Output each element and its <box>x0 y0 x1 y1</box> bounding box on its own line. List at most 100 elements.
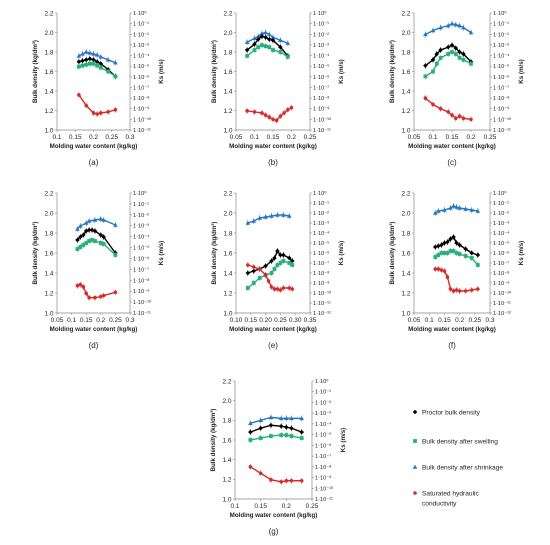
proctor-point <box>263 35 268 40</box>
ks-point <box>84 291 88 296</box>
proctor-point <box>449 42 455 48</box>
proctor-point <box>263 263 268 269</box>
ks-point <box>286 107 290 112</box>
swelling-point <box>438 55 443 60</box>
legend-label: Saturated hydraulic <box>422 490 480 497</box>
swelling-point <box>263 44 268 49</box>
ks-point <box>246 263 250 267</box>
y-tick-label: 1.0 <box>222 496 231 503</box>
shrinkage-point <box>299 415 305 421</box>
ks-tick-label: 1·10⁻² <box>493 211 509 217</box>
ks-tick-label: 1·10⁻¹¹ <box>315 497 333 503</box>
y-tick-label: 2.2 <box>44 190 53 197</box>
y-tick-label: 1.8 <box>223 230 232 237</box>
ks-tick-label: 1·10⁻⁸ <box>493 95 510 102</box>
ks-tick-label: 1·10⁻⁶ <box>313 250 329 257</box>
ks-point <box>99 111 103 115</box>
chart-panel-5: 1.0 1.2 1.4 1.6 1.8 2.0 2.2 1·10⁰ 1·10⁻¹ 1·10⁻² 1·… <box>211 190 345 350</box>
ks-tick-label: 1·10⁰ <box>313 190 327 197</box>
ks-tick-label: 1·10⁻⁵ <box>313 240 329 247</box>
ks-tick-label: 1·10⁻⁶ <box>313 74 329 81</box>
swelling-point <box>269 434 273 438</box>
ks-axis-label: Ks (m/s) <box>338 59 345 83</box>
ks-tick-label: 1·10⁻² <box>133 213 149 219</box>
proctor-point <box>255 37 261 42</box>
ks-point <box>278 114 283 118</box>
shrinkage-point <box>457 205 462 210</box>
swelling-point <box>475 263 480 267</box>
ks-tick-label: 1·10⁻¹ <box>313 201 329 207</box>
proctor-point <box>268 422 274 428</box>
x-tick-label: 0.25 <box>306 503 319 510</box>
ks-tick-label: 1·10⁻⁹ <box>315 475 332 482</box>
proctor-point <box>278 44 283 50</box>
ks-line <box>424 97 472 121</box>
y-tick-label: 2.0 <box>401 30 410 37</box>
y-axis-label: Bulk density (kg/dm³) <box>211 40 218 103</box>
shrinkage-point <box>94 52 100 57</box>
swelling-point <box>436 253 441 257</box>
x-tick-label: 0.05 <box>408 134 421 141</box>
ks-tick-label: 1·10⁻⁷ <box>315 453 331 460</box>
ks-tick-label: 1·10⁻³ <box>315 411 331 417</box>
shrinkage-point <box>98 216 104 221</box>
ks-tick-label: 1·10⁻⁴ <box>133 53 150 60</box>
y-axis-label: Bulk density (kg/dm³) <box>32 222 39 285</box>
ks-point <box>439 268 444 272</box>
proctor-point <box>286 255 292 261</box>
y-tick-label: 1.2 <box>223 108 232 115</box>
swelling-point <box>98 65 103 70</box>
shrinkage-point <box>449 21 455 26</box>
proctor-point <box>475 252 481 258</box>
shrinkage-point <box>75 226 80 231</box>
swelling-point <box>469 61 473 66</box>
swelling-point <box>252 48 257 52</box>
y-tick-label: 2.0 <box>223 210 232 217</box>
ks-point <box>431 102 435 107</box>
shrinkage-point <box>454 204 459 209</box>
ks-tick-label: 1·10⁻⁴ <box>133 234 150 241</box>
ks-point <box>101 293 106 298</box>
x-tick-label: 0.15 <box>80 317 93 324</box>
shrinkage-point <box>259 31 265 36</box>
ks-point <box>263 273 268 277</box>
proctor-point <box>469 250 475 256</box>
ks-tick-label: 1·10⁻¹ <box>313 22 329 28</box>
swelling-point <box>448 249 453 253</box>
ks-tick-label: 1·10⁻² <box>493 32 509 38</box>
ks-tick-label: 1·10⁰ <box>493 190 507 197</box>
ks-point <box>113 107 118 112</box>
ks-tick-label: 1·10⁻³ <box>133 224 149 230</box>
ks-point <box>260 111 264 115</box>
swelling-point <box>442 251 447 255</box>
swelling-point <box>106 69 110 74</box>
proctor-point <box>463 246 468 252</box>
swelling-point <box>260 43 264 48</box>
proctor-point <box>299 429 305 435</box>
ks-tick-label: 1·10⁻⁹ <box>493 106 510 113</box>
y-tick-label: 1.0 <box>44 310 53 317</box>
x-tick-label: 0.30 <box>289 317 302 324</box>
ks-tick-label: 1·10⁻¹² <box>493 311 511 317</box>
swelling-point <box>299 436 304 440</box>
shrinkage-point <box>281 212 286 217</box>
proctor-point <box>98 232 104 238</box>
swelling-point <box>433 255 438 259</box>
ks-tick-label: 1·10⁻¹¹ <box>493 128 511 134</box>
ks-point <box>271 117 275 122</box>
legend-marker <box>412 409 418 415</box>
shrinkage-point <box>83 220 89 225</box>
proctor-point <box>267 37 272 42</box>
y-tick-label: 1.8 <box>44 49 53 56</box>
swelling-point <box>285 54 290 59</box>
y-tick-label: 1.4 <box>401 88 410 95</box>
chart-panel-3: 1.0 1.2 1.4 1.6 1.8 2.0 2.2 1·10⁰ 1·10⁻¹ 1·10⁻² 1·… <box>389 10 525 167</box>
ks-line <box>250 466 302 483</box>
ks-point <box>77 93 81 97</box>
swelling-point <box>287 261 292 265</box>
shrinkage-point <box>101 217 107 222</box>
y-tick-label: 1.2 <box>223 290 232 297</box>
ks-point <box>284 478 289 483</box>
swelling-point <box>269 271 274 275</box>
swelling-point <box>77 64 81 69</box>
